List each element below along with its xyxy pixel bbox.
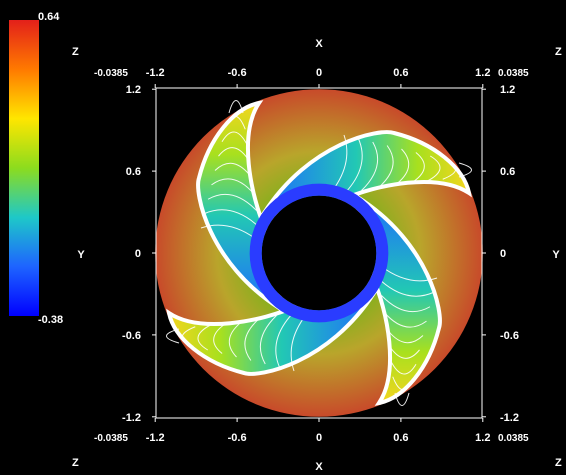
contour-line: [378, 278, 434, 297]
axis-letter-y-right: Y: [552, 249, 560, 261]
contour-line: [392, 376, 413, 391]
corner-label-bottom-right: 0.0385: [498, 433, 529, 444]
y-tick-label-right: 1.2: [500, 84, 515, 96]
colorbar-min-label: -0.38: [38, 314, 63, 326]
axis-letter-z-bottom-left: Z: [72, 457, 79, 469]
contour-line: [458, 162, 472, 178]
contour-line: [244, 317, 261, 361]
axis-letter-x-top: X: [315, 38, 323, 50]
axis-letter-x-bottom: X: [315, 461, 323, 473]
x-tick-label-bottom: 1.2: [475, 432, 490, 444]
contour-line: [383, 311, 427, 328]
contour-line: [218, 147, 251, 163]
contour-line: [221, 131, 248, 146]
contour-line: [211, 178, 255, 195]
corner-label-bottom-left: -0.0385: [94, 433, 128, 444]
y-tick-label-left: 0: [135, 248, 141, 260]
contour-line: [426, 155, 441, 182]
y-tick-label-left: -0.6: [122, 330, 141, 342]
contour-line: [228, 319, 245, 358]
x-tick-label-bottom: -1.2: [146, 432, 165, 444]
contour-line: [409, 152, 425, 185]
vane-contours: [166, 310, 310, 372]
inner-blue-ring: [249, 183, 389, 323]
x-tick-label-top: -0.6: [228, 67, 247, 79]
x-tick-label-bottom: 0.6: [393, 432, 408, 444]
axis-letter-y-left: Y: [77, 249, 85, 261]
x-tick-label-top: 0: [316, 67, 322, 79]
corner-label-top-right: 0.0385: [498, 68, 529, 79]
contour-line: [207, 193, 257, 211]
y-tick-label-right: 0: [500, 248, 506, 260]
y-tick-label-left: -1.2: [122, 412, 141, 424]
colorbar: 0.64 -0.38: [9, 11, 63, 326]
x-tick-label-top: 0.6: [393, 67, 408, 79]
vane-contours: [200, 100, 262, 244]
contour-line: [166, 328, 180, 344]
contour-line: [393, 148, 410, 187]
contour-line: [259, 315, 277, 365]
axis-letter-z-top-right: Z: [555, 46, 562, 58]
x-tick-label-top: -1.2: [146, 67, 165, 79]
axis-letter-z-top-left: Z: [72, 46, 79, 58]
contour-line: [275, 312, 294, 368]
contour-line: [344, 138, 363, 194]
disk-inner-hole: [261, 195, 377, 311]
contour-line: [228, 100, 244, 114]
x-tick-label-bottom: -0.6: [228, 432, 247, 444]
colorbar-max-label: 0.64: [38, 11, 60, 23]
contour-line: [377, 145, 394, 189]
contour-line: [204, 209, 260, 228]
contour-line: [385, 327, 424, 344]
axis-letter-z-bottom-right: Z: [555, 457, 562, 469]
y-tick-label-right: -1.2: [500, 412, 519, 424]
y-tick-label-left: 0.6: [126, 166, 141, 178]
contour-line: [197, 324, 212, 351]
y-tick-label-left: 1.2: [126, 84, 141, 96]
contour-line: [214, 162, 253, 179]
axis-ticks: -1.2 -1.2 1.2 1.2 -0.6 -0.6 0.6 0.6 0 0 0 0 0.6 0.6 -0…: [122, 67, 519, 444]
x-tick-label-top: 1.2: [475, 67, 490, 79]
x-tick-label-bottom: 0: [316, 432, 322, 444]
contour-line: [387, 343, 420, 359]
plot-area: [155, 87, 483, 419]
contour-line: [361, 141, 379, 191]
contour-line: [442, 159, 457, 180]
contour-line: [390, 360, 417, 375]
y-tick-label-right: -0.6: [500, 330, 519, 342]
contour-line: [225, 115, 246, 130]
corner-label-top-left: -0.0385: [94, 68, 128, 79]
y-tick-label-right: 0.6: [500, 166, 515, 178]
contour-line: [213, 321, 229, 354]
colorbar-ramp: [9, 20, 39, 316]
contour-lines: [166, 100, 472, 406]
contour-line: [381, 295, 431, 313]
contour-line: [394, 392, 410, 406]
vane-contours: [376, 262, 438, 406]
contour-line: [181, 326, 196, 347]
